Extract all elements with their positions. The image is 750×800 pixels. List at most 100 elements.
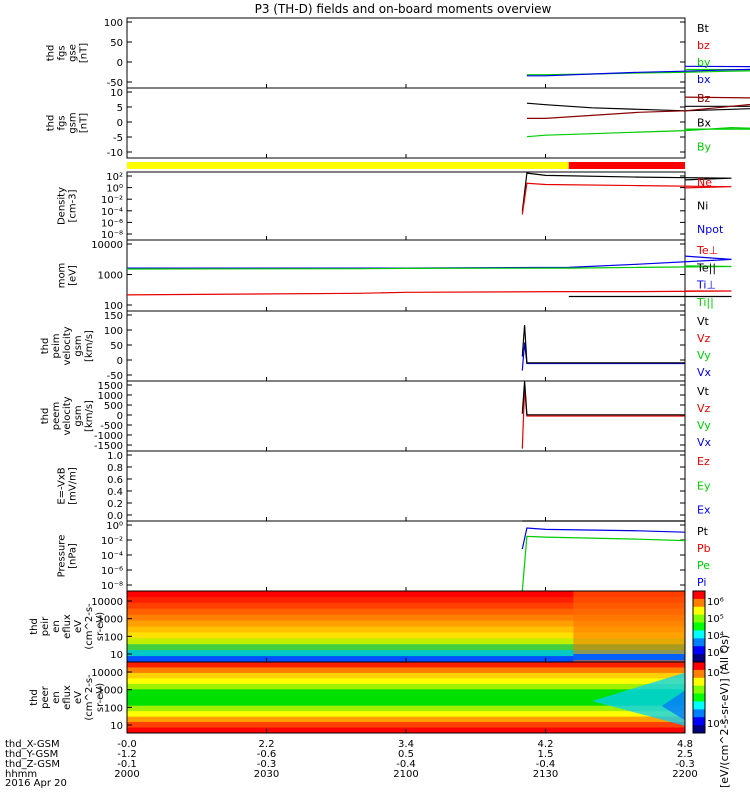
spectrogram-region — [573, 591, 685, 662]
y-axis-label: [km/s] — [84, 400, 95, 432]
y-tick-label: 1000 — [98, 391, 123, 402]
panel-frame — [126, 310, 686, 382]
legend-entry: Vy — [697, 349, 711, 362]
panel-frame — [126, 17, 686, 89]
y-axis-label: [eV] — [68, 265, 79, 286]
x-tick-label: 2030 — [254, 769, 279, 780]
y-tick-label: 150 — [104, 311, 123, 322]
y-axis-label: [nT] — [79, 43, 90, 63]
panel-frame — [126, 171, 686, 241]
x-tick-label: -0.6 — [257, 749, 277, 760]
colorbar-tick-label: 10⁴ — [707, 631, 724, 642]
panel-peer-spectrogram: 10000 1000 100 10 10⁷ 10⁶ thd peer en eflux eV (cm^… — [29, 661, 724, 734]
panel-fgs-gse: 100 50 0 -50 Bt bz by bx thd fgs gse [nT] — [46, 17, 750, 89]
spectrogram-band — [127, 620, 685, 627]
y-tick-label: -1000 — [94, 431, 123, 442]
y-tick-label: 100 — [104, 301, 123, 312]
spectrogram-band — [127, 602, 685, 610]
y-axis-label: gsm — [73, 335, 84, 356]
y-tick-label: -500 — [100, 421, 123, 432]
x-tick-label: -0.1 — [117, 759, 137, 770]
x-tick-label: 4.8 — [677, 739, 693, 750]
legend-entry: Ez — [697, 455, 710, 468]
y-axis-label: E=-VxB — [57, 467, 68, 504]
y-tick-label: 0.4 — [107, 487, 123, 498]
y-axis-label: eV — [73, 691, 84, 704]
legend-entry: Vy — [697, 419, 711, 432]
y-axis-label: velocity — [62, 326, 73, 365]
y-tick-label: 10 — [110, 721, 123, 732]
colorbar-segment — [693, 701, 705, 710]
y-tick-label: 1.0 — [107, 451, 123, 462]
y-tick-label: 10⁻⁴ — [101, 207, 123, 218]
y-axis-label: [cm-3] — [68, 189, 79, 222]
legend-entry: Vt — [697, 315, 710, 328]
status-bar-yellow — [127, 162, 569, 169]
colorbar-segment — [693, 709, 705, 718]
y-tick-label: 0.2 — [107, 499, 123, 510]
y-axis-label: gse — [68, 44, 79, 62]
y-axis-label: fgs — [57, 45, 68, 60]
y-axis-label: (cm^2-s- — [84, 603, 95, 650]
y-axis-label: thd — [46, 115, 57, 132]
x-tick-label: 4.2 — [538, 739, 554, 750]
legend-entry: Bx — [697, 116, 712, 129]
series-line — [526, 102, 750, 112]
legend-entry: Bz — [697, 92, 711, 105]
panel-frame — [126, 239, 686, 312]
x-tick-label: 2.2 — [259, 739, 275, 750]
spectrogram-band — [127, 722, 685, 729]
y-axis-label: eflux — [62, 614, 73, 639]
y-axis-label: [km/s] — [84, 330, 95, 362]
y-tick-label: 0 — [117, 411, 123, 422]
series-line — [126, 290, 732, 296]
legend-entry: Vt — [697, 385, 710, 398]
colorbar-segment — [693, 677, 705, 687]
legend-entry: Pt — [697, 525, 709, 538]
y-axis-label: Density — [57, 187, 68, 225]
y-axis-label: thd — [46, 45, 57, 62]
spectrogram-band — [127, 716, 685, 723]
series-line — [526, 68, 750, 76]
spectrogram-band — [127, 683, 685, 690]
legend-entry: Ti⊥ — [696, 279, 716, 292]
y-axis-label: peir — [40, 616, 51, 636]
colorbar-segment — [693, 662, 705, 671]
series-line — [521, 387, 685, 449]
spectrogram-band — [127, 638, 685, 645]
x-tick-label: 2.5 — [677, 749, 693, 760]
y-axis-label: thd — [29, 689, 40, 706]
x-tick-label: 1.5 — [538, 749, 554, 760]
spectrogram-band — [127, 626, 685, 633]
panel-pressure: 10⁰ 10⁻² 10⁻⁴ 10⁻⁶ 10⁻⁸ Pt Pb Pe Pi Pressure [nPa] — [57, 520, 711, 592]
figure-title: P3 (TH-D) fields and on-board moments ov… — [255, 2, 552, 16]
legend-entry: Pb — [697, 542, 711, 555]
colorbar-tick-label: 10⁶ — [707, 597, 724, 608]
x-row-label: thd_Z-GSM — [5, 759, 60, 770]
colorbar-label: [eV/(cm^2-s-sr-eV)] (All Qs) — [718, 635, 731, 788]
legend-entry: By — [697, 141, 712, 154]
spectrogram-band — [127, 591, 685, 598]
y-axis-label: peer — [40, 685, 51, 709]
x-row-label: thd_Y-GSM — [5, 749, 58, 760]
colorbar-tick-label: 10⁷ — [707, 668, 724, 679]
legend-entry: bx — [697, 73, 711, 86]
spectrogram-band — [127, 596, 685, 604]
y-tick-label: -50 — [107, 371, 123, 382]
x-tick-label: -0.4 — [536, 759, 556, 770]
panel-fgs-gsm: 10 5 0 -5 -10 Bz Bx By thd fgs gsm [nT] — [46, 87, 750, 159]
y-axis-label: [nT] — [79, 113, 90, 133]
x-tick-label: 3.4 — [398, 739, 414, 750]
y-tick-label: 100 — [104, 632, 123, 643]
legend-entry: Vx — [697, 366, 712, 379]
legend-entry: by — [697, 56, 711, 69]
x-tick-label: 2200 — [672, 769, 697, 780]
y-tick-label: 0 — [117, 58, 123, 69]
y-tick-label: 10 — [110, 88, 123, 99]
spectrogram-band — [127, 667, 685, 674]
y-tick-label: 50 — [110, 341, 123, 352]
spectrogram-band — [127, 678, 685, 685]
